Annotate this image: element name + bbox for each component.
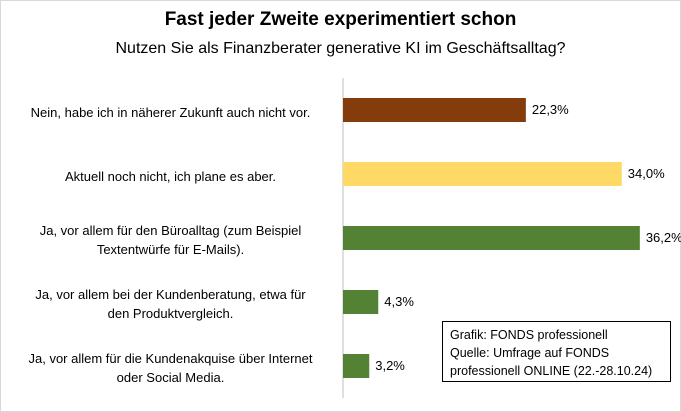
- category-label-3: Ja, vor allem für den Büroalltag (zum Be…: [8, 221, 333, 259]
- bar-4: [343, 290, 379, 314]
- chart-subtitle: Nutzen Sie als Finanzberater generative …: [115, 40, 566, 57]
- value-label-4: 4,3%: [384, 294, 414, 309]
- bar-1: [343, 98, 526, 122]
- value-label-5: 3,2%: [375, 358, 405, 373]
- category-label-line: Aktuell noch nicht, ich plane es aber.: [64, 168, 277, 184]
- category-label-line: Textentwürfe für E-Mails).: [96, 242, 245, 257]
- category-label-line: Ja, vor allem bei der Kundenberatung, et…: [35, 287, 306, 302]
- chart-title: Fast jeder Zweite experimentiert schon: [164, 9, 517, 30]
- category-label-2: Aktuell noch nicht, ich plane es aber.: [8, 167, 333, 186]
- value-label-3: 36,2%: [645, 230, 681, 245]
- category-label-line: den Produktvergleich.: [107, 306, 234, 321]
- category-label-line: Ja, vor allem für den Büroalltag (zum Be…: [39, 223, 302, 238]
- bar-5: [343, 354, 370, 378]
- source-line-2: Quelle: Umfrage auf FONDS: [450, 346, 610, 360]
- category-label-line: Ja, vor allem für die Kundenakquise über…: [28, 351, 313, 366]
- value-label-2: 34,0%: [627, 166, 665, 181]
- value-label-1: 22,3%: [531, 102, 569, 117]
- category-label-1: Nein, habe ich in näherer Zukunft auch n…: [8, 103, 333, 122]
- source-line-1: Grafik: FONDS professionell: [450, 328, 608, 342]
- category-label-5: Ja, vor allem für die Kundenakquise über…: [8, 349, 333, 387]
- category-label-4: Ja, vor allem bei der Kundenberatung, et…: [8, 285, 333, 323]
- bar-2: [343, 162, 622, 186]
- source-line-3: professionell ONLINE (22.-28.10.24): [450, 364, 653, 378]
- category-label-line: oder Social Media.: [116, 370, 225, 385]
- category-label-line: Nein, habe ich in näherer Zukunft auch n…: [30, 104, 311, 120]
- source-box: Grafik: FONDS professionell Quelle: Umfr…: [442, 321, 671, 382]
- bar-3: [343, 226, 640, 250]
